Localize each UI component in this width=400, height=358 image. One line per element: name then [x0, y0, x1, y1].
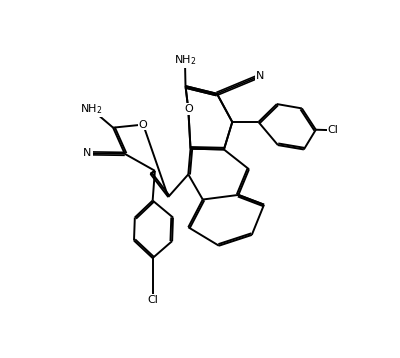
Text: NH$_2$: NH$_2$: [80, 102, 103, 116]
Text: Cl: Cl: [147, 295, 158, 305]
Text: NH$_2$: NH$_2$: [174, 53, 196, 67]
Text: O: O: [184, 104, 193, 114]
Text: N: N: [256, 71, 264, 81]
Text: N: N: [83, 148, 92, 158]
Text: Cl: Cl: [328, 125, 338, 135]
Text: O: O: [139, 120, 148, 130]
